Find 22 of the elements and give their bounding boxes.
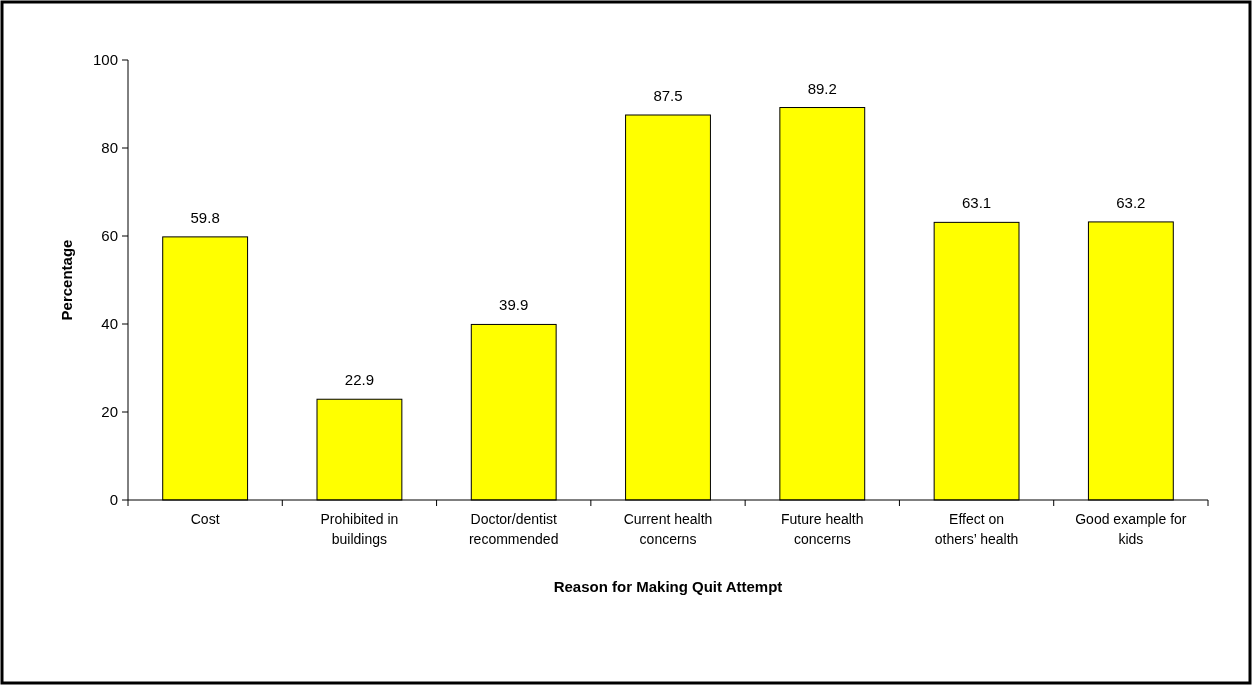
data-label: 39.9 [499, 296, 529, 314]
data-label: 63.1 [961, 194, 992, 212]
y-axis-title: Percentage [58, 239, 75, 321]
data-label: 89.2 [807, 79, 837, 97]
x-tick-label: Good example for kids [1075, 511, 1187, 547]
data-label: 87.5 [653, 87, 683, 104]
data-label: 22.9 [344, 371, 375, 389]
y-tick-label: 80 [101, 139, 118, 157]
y-tick-label: 20 [101, 403, 118, 421]
x-tick-label: Doctor/dentist recommended [468, 511, 559, 547]
y-tick-label: 0 [109, 491, 118, 509]
x-tick-label: Cost [190, 511, 220, 527]
x-axis-title: Reason for Making Quit Attempt [553, 578, 783, 595]
y-tick-label: 60 [101, 227, 118, 245]
y-tick-label: 100 [92, 51, 118, 69]
data-label: 63.2 [1116, 193, 1146, 211]
x-tick-label: Future health concerns [781, 511, 864, 547]
x-tick-label: Current health concerns [623, 511, 713, 547]
data-label: 59.8 [190, 208, 220, 226]
x-tick-label: Effect on others’ health [934, 511, 1019, 547]
y-tick-label: 40 [101, 315, 118, 333]
x-tick-label: Prohibited in buildings [320, 511, 399, 547]
